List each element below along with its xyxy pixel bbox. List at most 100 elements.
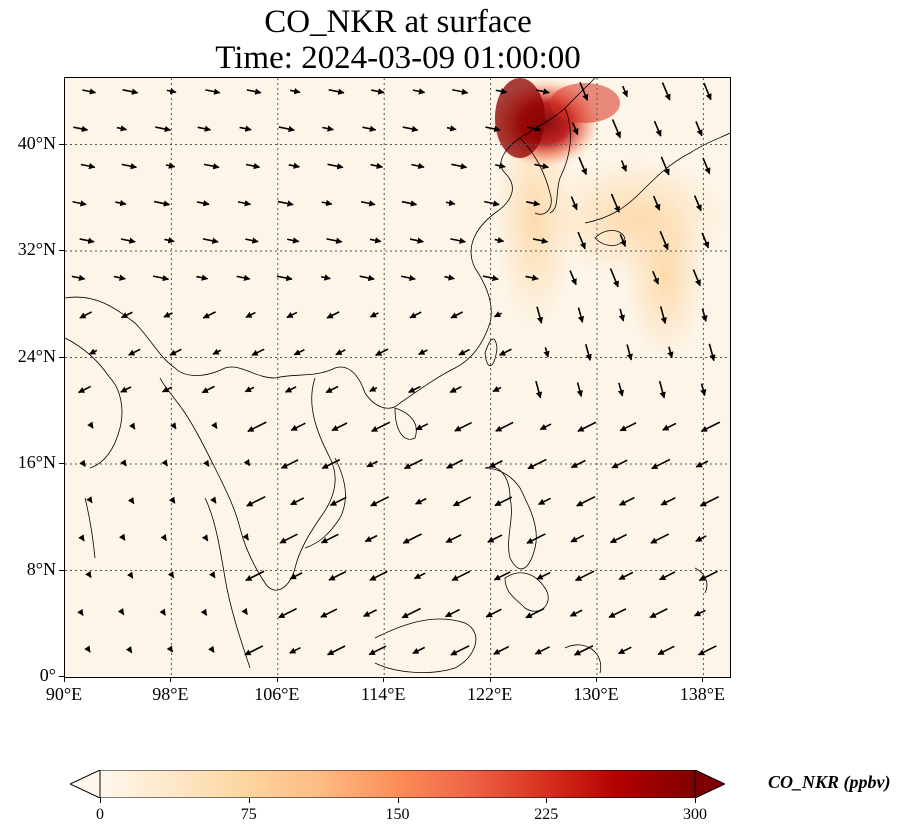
wind-arrow bbox=[369, 570, 388, 581]
wind-arrow bbox=[327, 645, 346, 656]
wind-arrow bbox=[609, 268, 619, 288]
wind-arrow bbox=[280, 459, 299, 469]
wind-arrow bbox=[246, 495, 266, 507]
wind-arrow bbox=[697, 645, 717, 656]
wind-arrow bbox=[487, 534, 503, 543]
coastline-mindanao bbox=[504, 572, 549, 612]
wind-arrow bbox=[245, 570, 265, 582]
wind-arrow bbox=[494, 496, 513, 507]
wind-arrow bbox=[569, 270, 577, 286]
wind-arrow bbox=[539, 423, 552, 431]
wind-arrow bbox=[169, 348, 182, 356]
wind-arrow bbox=[418, 348, 428, 356]
wind-arrow bbox=[402, 533, 422, 544]
wind-arrow bbox=[164, 237, 175, 244]
wind-arrow bbox=[450, 645, 470, 656]
lat-tick-label: 24°N bbox=[17, 345, 56, 366]
coastline-luzon bbox=[484, 466, 537, 570]
wind-arrow bbox=[71, 274, 86, 281]
wind-arrow bbox=[651, 458, 671, 470]
wind-arrow bbox=[543, 347, 550, 358]
wind-arrow bbox=[661, 82, 671, 101]
coastline-china bbox=[65, 78, 596, 409]
wind-arrow bbox=[369, 385, 378, 392]
coastline-taiwan bbox=[484, 338, 498, 366]
wind-arrow bbox=[371, 421, 391, 433]
wind-arrow bbox=[244, 645, 264, 656]
wind-arrow bbox=[289, 572, 303, 580]
wind-arrow bbox=[78, 385, 92, 394]
wind-arrow bbox=[278, 125, 295, 133]
wind-arrow bbox=[78, 534, 85, 542]
wind-arrow bbox=[241, 607, 248, 615]
wind-arrow bbox=[293, 348, 305, 356]
wind-arrow bbox=[660, 156, 670, 176]
wind-arrow bbox=[115, 199, 127, 207]
coastline-kyushu bbox=[594, 230, 626, 246]
lon-tick-label: 114°E bbox=[360, 684, 406, 704]
wind-arrow bbox=[451, 570, 471, 582]
wind-arrow bbox=[695, 460, 709, 468]
coastline-bay-of-bengal bbox=[65, 337, 123, 469]
wind-arrow bbox=[658, 380, 666, 399]
wind-arrow bbox=[444, 274, 455, 281]
wind-arrow bbox=[577, 231, 586, 250]
wind-arrow bbox=[160, 533, 168, 542]
gridlines bbox=[65, 78, 730, 677]
wind-arrow bbox=[87, 421, 94, 429]
colorbar-tick-label: 150 bbox=[385, 806, 410, 823]
lat-tick-label: 40°N bbox=[17, 132, 56, 153]
wind-arrow bbox=[571, 122, 579, 136]
wind-arrow bbox=[579, 82, 589, 101]
plume-peak bbox=[495, 78, 545, 158]
wind-arrow bbox=[446, 125, 457, 132]
wind-arrow bbox=[201, 534, 209, 542]
wind-arrow bbox=[128, 348, 141, 356]
wind-arrow bbox=[482, 274, 499, 282]
wind-arrow bbox=[126, 571, 134, 579]
wind-arrow bbox=[77, 608, 84, 616]
wind-arrow bbox=[403, 458, 423, 470]
wind-arrow bbox=[626, 344, 633, 361]
wind-arrow bbox=[584, 343, 592, 361]
wind-arrow bbox=[498, 348, 512, 356]
wind-arrow bbox=[578, 156, 588, 176]
wind-arrow bbox=[525, 274, 539, 281]
wind-arrow bbox=[245, 237, 259, 244]
wind-arrow bbox=[412, 88, 426, 95]
wind-arrow bbox=[692, 269, 701, 287]
colorbar-tick-mark bbox=[100, 798, 101, 803]
wind-arrow bbox=[535, 88, 550, 95]
wind-arrow bbox=[320, 608, 338, 618]
wind-arrow bbox=[408, 385, 421, 394]
wind-arrow bbox=[197, 125, 212, 132]
wind-arrow bbox=[363, 609, 377, 618]
wind-arrow bbox=[368, 645, 387, 656]
wind-arrow bbox=[493, 311, 502, 318]
colorbar-tick-label: 225 bbox=[534, 806, 559, 823]
wind-arrow bbox=[331, 422, 348, 432]
coastline-borneo bbox=[374, 618, 477, 673]
lon-tick-mark bbox=[64, 677, 65, 682]
wind-arrow bbox=[451, 163, 468, 170]
wind-arrow bbox=[458, 348, 470, 356]
wind-arrow bbox=[370, 496, 390, 507]
wind-arrow bbox=[236, 274, 251, 281]
wind-arrow bbox=[152, 274, 170, 282]
wind-arrow bbox=[247, 421, 267, 433]
wind-arrow bbox=[445, 534, 462, 544]
wind-arrow bbox=[659, 230, 669, 251]
wind-arrow bbox=[493, 571, 511, 581]
wind-arrow bbox=[526, 125, 542, 132]
wind-arrow bbox=[693, 609, 706, 617]
wind-arrow bbox=[120, 386, 132, 393]
wind-arrow bbox=[200, 608, 208, 616]
wind-arrow bbox=[445, 199, 456, 207]
wind-arrow bbox=[79, 237, 95, 244]
wind-arrow bbox=[570, 459, 586, 469]
wind-arrow bbox=[72, 200, 87, 207]
wind-arrow bbox=[166, 645, 174, 653]
lat-tick-label: 16°N bbox=[17, 452, 56, 473]
wind-arrow bbox=[321, 458, 341, 470]
wind-arrow bbox=[276, 274, 293, 282]
